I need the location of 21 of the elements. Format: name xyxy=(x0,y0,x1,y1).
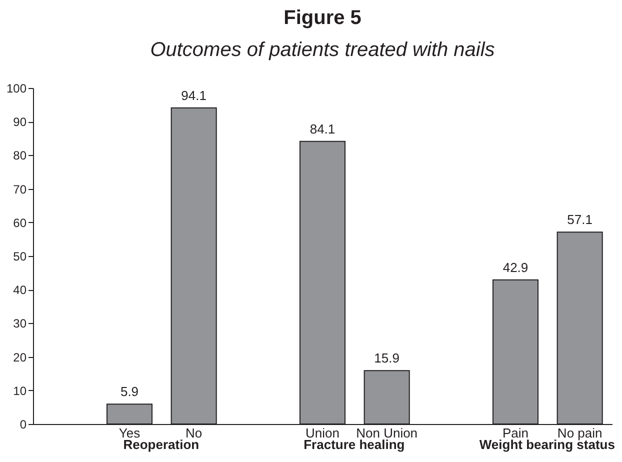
x-tick-label: No pain xyxy=(557,426,602,440)
y-tick-label: 50 xyxy=(13,250,27,264)
data-label: 94.1 xyxy=(181,88,206,103)
data-label: 57.1 xyxy=(567,212,592,228)
data-label: 15.9 xyxy=(374,350,400,366)
y-tick-label: 20 xyxy=(13,350,27,364)
y-tick-label: 100 xyxy=(6,82,27,96)
y-tick-label: 70 xyxy=(13,182,27,196)
data-label: 84.1 xyxy=(310,121,336,136)
y-tick-label: 30 xyxy=(13,316,27,331)
data-label: 5.9 xyxy=(120,384,139,400)
y-tick-label: 60 xyxy=(13,216,27,230)
data-label: 42.9 xyxy=(502,260,528,275)
y-tick-label: 0 xyxy=(20,418,27,432)
chart-subtitle: Outcomes of patients treated with nails xyxy=(150,39,495,61)
y-tick-label: 40 xyxy=(13,283,27,298)
y-tick-label: 90 xyxy=(13,115,27,130)
y-tick-label: 80 xyxy=(13,148,27,163)
chart-title: Figure 5 xyxy=(284,7,362,29)
x-tick-label: Pain xyxy=(502,426,529,440)
y-tick-label: 10 xyxy=(13,384,27,398)
